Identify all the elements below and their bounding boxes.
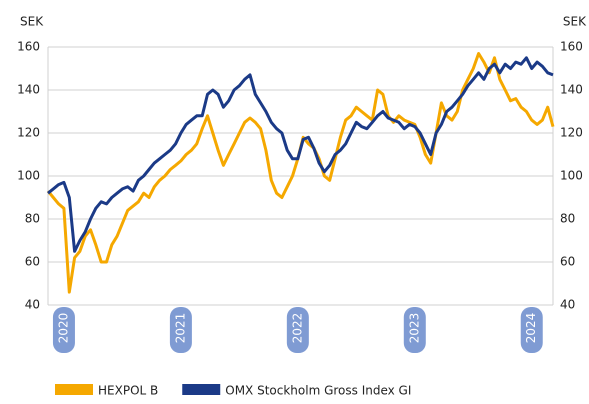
legend-swatch bbox=[182, 384, 221, 395]
year-pill bbox=[520, 307, 543, 353]
line-series bbox=[46, 52, 555, 294]
y-tick-label: 120 bbox=[17, 126, 40, 140]
legend-label: HEXPOL B bbox=[98, 384, 158, 398]
y-tick-label: 160 bbox=[17, 40, 40, 54]
y-tick-label: 40 bbox=[25, 298, 40, 312]
y-tick-label: 100 bbox=[17, 169, 40, 183]
x-tick-label: 2023 bbox=[407, 313, 421, 344]
x-tick-label: 2022 bbox=[290, 313, 304, 344]
x-tick-label: 2024 bbox=[524, 313, 538, 344]
x-tick-label: 2020 bbox=[56, 313, 70, 344]
y2-tick-label: 100 bbox=[560, 169, 583, 183]
x-tick-label: 2021 bbox=[173, 313, 187, 344]
y2-tick-label: 80 bbox=[560, 212, 575, 226]
year-pill bbox=[169, 307, 192, 353]
y2-tick-label: 40 bbox=[560, 298, 575, 312]
y-axis-label: SEK bbox=[20, 15, 44, 29]
y-tick-label: 140 bbox=[17, 83, 40, 97]
y-tick-label: 60 bbox=[25, 255, 40, 269]
legend-label: OMX Stockholm Gross Index GI bbox=[225, 384, 411, 398]
y2-axis-label: SEK bbox=[563, 15, 587, 29]
y2-tick-label: 120 bbox=[560, 126, 583, 140]
year-pill bbox=[403, 307, 426, 353]
legend-swatch bbox=[55, 384, 93, 395]
y2-tick-label: 140 bbox=[560, 83, 583, 97]
line-series bbox=[47, 56, 554, 253]
year-pill bbox=[286, 307, 309, 353]
y2-tick-label: 160 bbox=[560, 40, 583, 54]
year-pill bbox=[52, 307, 75, 353]
y2-tick-label: 60 bbox=[560, 255, 575, 269]
y-tick-label: 80 bbox=[25, 212, 40, 226]
